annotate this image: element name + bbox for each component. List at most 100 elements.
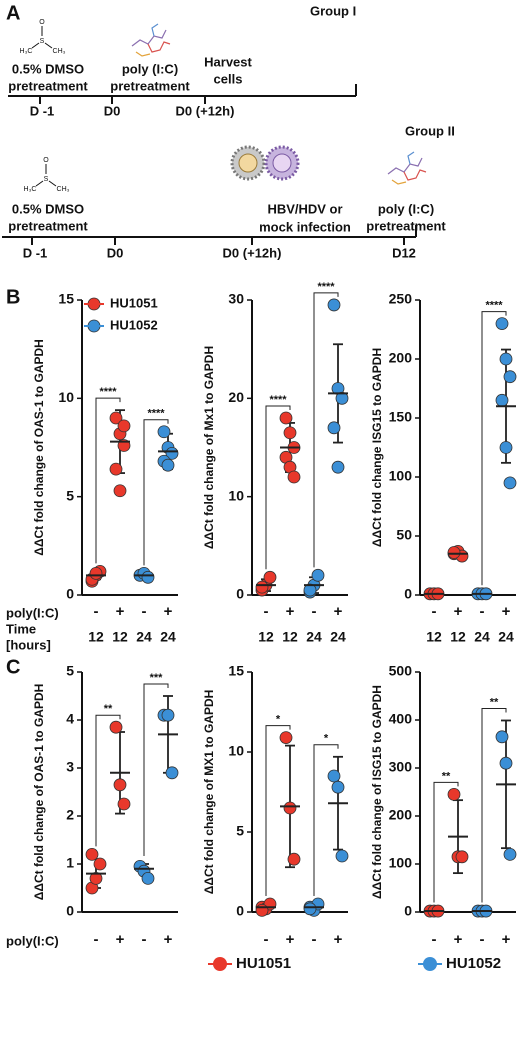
- treatment-label: -: [480, 603, 485, 620]
- data-point: [499, 441, 513, 454]
- dmso-icon: O S H₃C CH₃: [20, 19, 66, 55]
- time-label: 24: [160, 629, 176, 645]
- step-text: HBV/HDV or: [267, 201, 342, 216]
- legend-label: HU1052: [446, 955, 501, 972]
- atom: O: [39, 19, 45, 26]
- virus-icon: [230, 145, 300, 181]
- data-point: [335, 849, 349, 863]
- atom: S: [40, 38, 45, 45]
- time-label: 24: [498, 629, 514, 645]
- y-axis-label: ΔΔCt fold change of ISG15 to GAPDH: [370, 685, 384, 899]
- data-point: [303, 902, 317, 916]
- data-point: [503, 370, 517, 384]
- y-tick-label: 0: [66, 586, 74, 602]
- y-tick-label: 100: [389, 468, 413, 484]
- step-text: 0.5% DMSO: [12, 201, 84, 216]
- data-point: [279, 731, 293, 744]
- treatment-label: +: [164, 603, 173, 620]
- data-point: [141, 872, 155, 885]
- treatment-label: +: [502, 603, 511, 620]
- legend-marker: [213, 957, 227, 971]
- timeline: Group I 0.5% DMSO pretreatment poly (I:C…: [2, 3, 455, 260]
- y-tick-label: 300: [389, 759, 413, 775]
- atom: CH₃: [57, 186, 70, 193]
- y-tick-label: 15: [58, 291, 74, 307]
- step-text: pretreatment: [8, 78, 88, 93]
- significance-label: ****: [485, 300, 503, 312]
- y-axis-label: ΔΔCt fold change of MX1 to GAPDH: [202, 690, 216, 895]
- significance-bracket: [265, 405, 291, 570]
- data-point: [93, 857, 107, 871]
- data-point: [327, 298, 341, 312]
- treatment-label: -: [432, 603, 437, 620]
- row-label: Time: [6, 621, 36, 636]
- data-point: [109, 720, 123, 734]
- data-point: [335, 391, 349, 405]
- atom: CH₃: [53, 48, 66, 55]
- treatment-label: +: [334, 931, 343, 948]
- data-point: [109, 462, 123, 476]
- atom: H₃C: [20, 48, 33, 55]
- significance-label: ****: [99, 386, 117, 398]
- step-text: Harvest: [204, 54, 252, 69]
- day-label: D12: [392, 245, 416, 260]
- data-point: [503, 848, 517, 861]
- y-tick-label: 10: [228, 743, 244, 759]
- treatment-label: +: [164, 931, 173, 948]
- day-label: D0 (+12h): [223, 245, 282, 260]
- y-axis-label: ΔΔCt fold change of Mx1 to GAPDH: [202, 346, 216, 549]
- data-point: [287, 470, 301, 484]
- treatment-label: -: [264, 931, 269, 948]
- significance-bracket: [481, 311, 507, 586]
- step-text: 0.5% DMSO: [12, 61, 84, 76]
- time-label: 12: [258, 629, 274, 645]
- y-tick-label: 5: [66, 487, 74, 503]
- step-text: pretreatment: [8, 218, 88, 233]
- time-label: 24: [474, 629, 490, 645]
- significance-bracket: [265, 725, 291, 896]
- significance-label: **: [490, 696, 499, 708]
- y-tick-label: 400: [389, 711, 413, 727]
- significance-label: *: [324, 733, 329, 745]
- y-tick-label: 250: [389, 291, 413, 307]
- y-tick-label: 2: [66, 807, 74, 823]
- data-point: [283, 801, 297, 815]
- data-point: [141, 570, 155, 584]
- data-point: [495, 730, 509, 744]
- step-text: poly (I:C): [378, 201, 434, 216]
- legend-marker: [423, 957, 437, 971]
- panel-label: C: [6, 656, 20, 678]
- time-label: 24: [306, 629, 322, 645]
- time-label: 12: [450, 629, 466, 645]
- y-tick-label: 5: [236, 823, 244, 839]
- y-tick-label: 20: [228, 389, 244, 405]
- data-point: [283, 426, 297, 440]
- legend-label: HU1052: [110, 317, 158, 332]
- data-point: [113, 778, 127, 792]
- significance-label: **: [104, 703, 113, 715]
- y-tick-label: 10: [58, 389, 74, 405]
- row-label: poly(I:C): [6, 605, 59, 620]
- data-point: [165, 766, 179, 780]
- day-label: D0: [107, 245, 124, 260]
- legend-label: HU1051: [236, 955, 291, 972]
- molecule-icon: [131, 23, 171, 57]
- treatment-label: -: [94, 603, 99, 620]
- time-label: 24: [330, 629, 346, 645]
- treatment-label: +: [454, 931, 463, 948]
- legend-label: HU1051: [110, 295, 158, 310]
- treatment-label: +: [286, 931, 295, 948]
- significance-bracket: [433, 781, 459, 903]
- data-point: [89, 566, 103, 580]
- treatment-label: -: [264, 603, 269, 620]
- significance-label: ****: [147, 408, 165, 420]
- y-tick-label: 100: [389, 855, 413, 871]
- significance-bracket: [313, 744, 339, 896]
- time-label: 12: [112, 629, 128, 645]
- y-tick-label: 0: [404, 903, 412, 919]
- data-point: [311, 568, 325, 582]
- y-axis-label: ΔΔCt fold change of OAS-1 to GAPDH: [32, 684, 46, 901]
- treatment-label: +: [116, 603, 125, 620]
- y-tick-label: 10: [228, 487, 244, 503]
- data-point: [255, 580, 269, 594]
